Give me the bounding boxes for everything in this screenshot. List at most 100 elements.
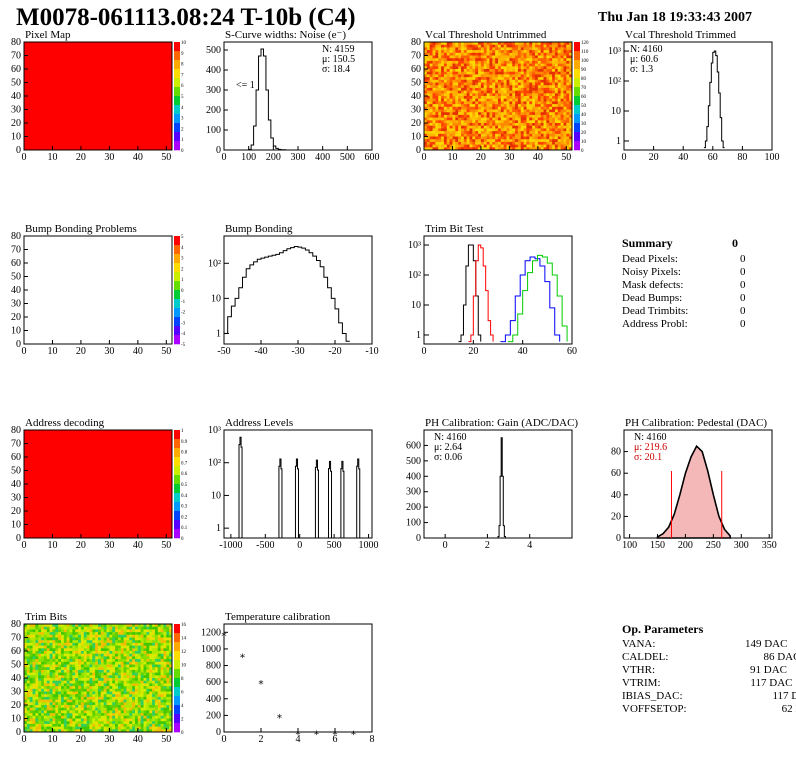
trim-bits-cell	[41, 726, 45, 730]
vcal-untrimmed-cell	[512, 112, 516, 116]
trim-bits-cell	[83, 642, 88, 646]
vcal-untrimmed-cell	[495, 147, 499, 151]
vcal-untrimmed-cell	[424, 133, 428, 137]
trim-bits-cell	[132, 645, 136, 649]
vcal-untrimmed-cell	[443, 120, 448, 124]
trim-bits-cell	[92, 723, 96, 727]
vcal-untrimmed-cell	[495, 120, 499, 124]
vcal-untrimmed-cell	[461, 114, 465, 118]
trim-bits-cell	[89, 640, 93, 644]
trim-bits-cell	[126, 642, 130, 646]
vcal-untrimmed-cell	[517, 106, 522, 110]
trim-bits-cell	[95, 651, 99, 655]
trim-bits-cell	[160, 678, 164, 682]
vcal-untrimmed-cell	[537, 112, 542, 116]
trim-bits-cell	[38, 640, 42, 644]
trim-bits-cell	[166, 723, 170, 727]
vcal-untrimmed-cell	[563, 139, 567, 143]
vcal-untrimmed-cell	[546, 123, 550, 127]
address-decoding-x-tick-label: 0	[22, 540, 27, 551]
trim-bits-cell	[123, 694, 127, 698]
vcal-untrimmed-cell	[489, 104, 493, 108]
vcal-untrimmed-cell	[552, 141, 556, 145]
vcal-untrimmed-cell	[495, 133, 499, 137]
vcal-untrimmed-cell	[443, 139, 448, 143]
trim-bits-y-tick-label: 40	[11, 673, 21, 684]
trim-bits-cell	[35, 686, 39, 690]
vcal-untrimmed-cell	[449, 87, 453, 91]
trim-bits-cell	[135, 664, 139, 668]
temperature-point: ∗	[332, 728, 339, 739]
trim-bits-cell	[137, 723, 142, 727]
vcal-untrimmed-cell	[535, 44, 539, 48]
bump-bonding-y-tick-label: 10	[211, 293, 221, 304]
vcal-untrimmed-cell	[560, 74, 564, 78]
vcal-untrimmed-cell	[452, 82, 456, 86]
vcal-untrimmed-cell	[566, 60, 570, 64]
vcal-untrimmed-cell	[446, 141, 451, 145]
trim-bits-cell	[75, 718, 79, 722]
trim-bits-cell	[35, 664, 39, 668]
trim-bits-cell	[55, 723, 59, 727]
trim-bits-cell	[75, 707, 79, 711]
vcal-untrimmed-cell	[537, 96, 542, 100]
vcal-untrimmed-cell	[517, 69, 522, 73]
vcal-untrimmed-cell	[535, 104, 539, 108]
vcal-untrimmed-cell	[560, 58, 564, 62]
vcal-untrimmed-cell	[452, 147, 456, 151]
trim-bits-cell	[69, 729, 73, 733]
trim-bits-cell	[72, 629, 76, 633]
trim-bits-cell	[52, 642, 56, 646]
vcal-untrimmed-cell	[443, 141, 448, 145]
trim-bits-cell	[83, 629, 88, 633]
vcal-untrimmed-cell	[535, 85, 539, 89]
trim-bits-cell	[146, 653, 150, 657]
vcal-untrimmed-cell	[569, 79, 573, 83]
vcal-untrimmed-cell	[486, 63, 490, 67]
trim-bits-cell	[80, 683, 85, 687]
trim-bits-cell	[43, 699, 48, 703]
trim-bits-cell	[109, 656, 113, 660]
trim-bits-cell	[152, 629, 156, 633]
trim-bit-test-x-tick-label: 60	[567, 346, 577, 357]
trim-bits-cell	[169, 653, 173, 657]
trim-bits-cell	[109, 723, 113, 727]
trim-bits-cell	[80, 680, 85, 684]
trim-bits-cell	[112, 664, 116, 668]
trim-bits-cell	[95, 661, 99, 665]
trim-bits-cell	[157, 686, 162, 690]
vcal-untrimmed-cell	[495, 87, 499, 91]
bump-bonding-x-tick-label: -30	[291, 346, 304, 357]
vcal-untrimmed-cell	[515, 74, 519, 78]
trim-bits-cell	[100, 699, 105, 703]
trim-bits-cell	[120, 632, 125, 636]
trim-bits-cell	[46, 629, 51, 633]
vcal-untrimmed-cell	[540, 141, 544, 145]
vcal-untrimmed-cell	[458, 120, 462, 124]
vcal-untrimmed-cell	[526, 52, 530, 56]
trim-bits-cell	[146, 664, 150, 668]
ph-pedestal-x-tick-label: 150	[650, 540, 665, 551]
vcal-untrimmed-cell	[509, 112, 513, 116]
vcal-untrimmed-cell	[469, 98, 473, 102]
trim-bits-cell	[92, 637, 96, 641]
summary-value: 0	[740, 253, 746, 265]
trim-bits-cell	[26, 710, 31, 714]
trim-bits-cell	[152, 696, 156, 700]
trim-bits-cell	[26, 645, 31, 649]
pixel-map-x-tick-label: 20	[76, 152, 86, 163]
trim-bits-cell	[100, 705, 105, 709]
vcal-untrimmed-cell	[443, 90, 448, 94]
trim-bits-cell	[120, 656, 125, 660]
vcal-untrimmed-cell	[563, 123, 567, 127]
trim-bits-cell	[146, 656, 150, 660]
trim-bits-cell	[49, 672, 53, 676]
vcal-untrimmed-cell	[509, 69, 513, 73]
trim-bits-cell	[29, 723, 33, 727]
vcal-untrimmed-cell	[483, 144, 488, 148]
vcal-untrimmed-cell	[500, 141, 505, 145]
trim-bits-cell	[103, 629, 107, 633]
trim-bits-cell	[24, 705, 28, 709]
vcal-untrimmed-cell	[441, 66, 445, 70]
trim-bits-cell	[43, 624, 48, 628]
